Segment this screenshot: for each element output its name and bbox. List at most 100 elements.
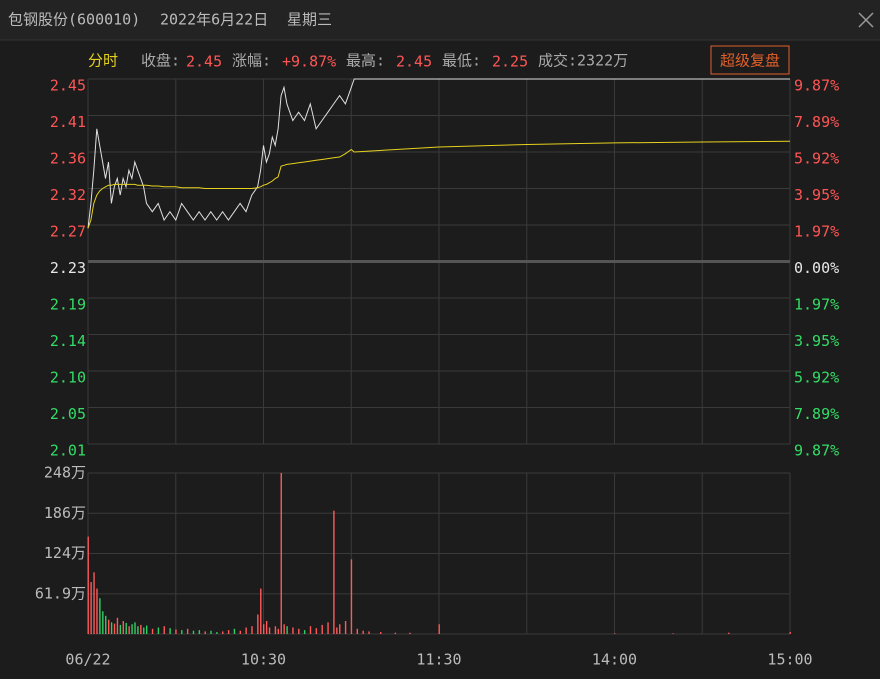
volume-bar: [257, 614, 259, 634]
volume-bar: [122, 621, 124, 634]
y-tick-label: 2.36: [50, 150, 86, 168]
volume-bar: [362, 630, 364, 634]
y2-tick-label: 1.97%: [794, 295, 839, 313]
button-label[interactable]: 超级复盘: [720, 52, 780, 70]
volume-bar: [327, 622, 329, 634]
title-bar: [0, 0, 880, 40]
volume-bar: [137, 626, 139, 634]
y-tick-label: 2.10: [50, 369, 86, 387]
volume-bar: [245, 627, 247, 634]
volume-bar: [614, 633, 616, 634]
y-tick-label: 2.45: [50, 77, 86, 95]
volume-bar: [298, 628, 300, 634]
x-tick-label: 06/22: [65, 651, 110, 669]
volume-bar: [356, 628, 358, 634]
x-tick-label: 11:30: [416, 651, 461, 669]
close-button[interactable]: [858, 12, 874, 28]
y2-tick-label: 3.95%: [794, 186, 839, 204]
volume-bar: [105, 615, 107, 634]
volume-bar: [286, 626, 288, 634]
volume-bar: [292, 627, 294, 634]
info-turnover: 成交:2322万: [538, 52, 628, 70]
volume-bar: [134, 622, 136, 634]
volume-bar: [181, 630, 183, 634]
volume-bar: [239, 630, 241, 634]
volume-bar: [131, 624, 133, 634]
y-tick-label: 2.32: [50, 186, 86, 204]
volume-bar: [265, 621, 268, 634]
y-tick-label: 2.14: [50, 332, 86, 350]
volume-bar: [315, 628, 318, 634]
y2-tick-label: 9.87%: [794, 77, 839, 95]
y-tick-label: 2.23: [50, 259, 86, 277]
volume-bar: [99, 598, 101, 634]
volume-bar: [336, 627, 338, 634]
y2-tick-label: 1.97%: [794, 223, 839, 241]
volume-bar: [128, 626, 130, 634]
volume-bar: [90, 582, 92, 634]
volume-bar: [125, 622, 127, 634]
volume-bar: [119, 624, 122, 634]
volume-bar: [96, 588, 98, 634]
volume-bar: [394, 632, 397, 634]
x-tick-label: 14:00: [592, 651, 637, 669]
volume-bar: [283, 624, 285, 634]
volume-bar: [344, 621, 347, 634]
y2-tick-label: 7.89%: [794, 113, 839, 131]
volume-bar: [198, 630, 201, 634]
info-value: +9.87%: [282, 53, 336, 71]
stock-name: 包钢股份(600010): [8, 11, 140, 29]
y-tick-label: 2.19: [50, 296, 86, 314]
info-label: 最高:: [346, 52, 385, 70]
y-tick-label: 2.27: [50, 223, 86, 241]
y-tick-label: 2.05: [50, 405, 86, 423]
volume-bar: [438, 624, 440, 634]
volume-bar: [102, 611, 104, 634]
volume-bar: [107, 619, 110, 634]
y-tick-label: 2.41: [50, 113, 86, 131]
volume-bar: [204, 631, 206, 634]
volume-bar: [263, 624, 265, 634]
replay-button[interactable]: 超级复盘: [710, 45, 790, 75]
volume-bar: [110, 622, 113, 634]
volume-bar: [233, 628, 236, 634]
info-label: 涨幅:: [232, 52, 271, 70]
volume-bar: [321, 624, 323, 634]
volume-bar: [280, 473, 282, 634]
info-value: 2.45: [186, 53, 222, 71]
y-tick-label: 186万: [44, 504, 86, 522]
y2-tick-label: 5.92%: [794, 368, 839, 386]
volume-bar: [260, 588, 262, 634]
close-icon: [858, 12, 874, 28]
mode-tab[interactable]: 分时: [88, 52, 118, 70]
volume-bar: [789, 632, 791, 634]
volume-bar: [303, 630, 306, 634]
volume-bar: [268, 627, 271, 634]
volume-bar: [175, 629, 177, 634]
volume-bar: [728, 632, 730, 634]
volume-bar: [309, 626, 312, 634]
volume-bar: [222, 631, 224, 634]
date: 2022年6月22日: [160, 11, 268, 29]
volume-bar: [251, 626, 253, 634]
info-value: 2.45: [396, 53, 432, 71]
volume-bar: [169, 628, 171, 634]
weekday: 星期三: [287, 11, 332, 29]
x-tick-label: 10:30: [241, 651, 286, 669]
volume-bar: [368, 631, 370, 634]
volume-bar: [277, 628, 280, 634]
volume-bar: [113, 623, 116, 634]
volume-bar: [672, 633, 674, 634]
volume-bar: [274, 626, 277, 634]
volume-bar: [210, 630, 212, 634]
volume-bar: [186, 628, 189, 634]
info-label: 最低:: [442, 52, 481, 70]
y2-tick-label: 5.92%: [794, 150, 839, 168]
volume-bar: [143, 627, 145, 634]
volume-bar: [380, 632, 382, 634]
price-line: [87, 78, 790, 229]
price-line: [87, 140, 791, 229]
y2-tick-label: 9.87%: [794, 442, 839, 460]
y2-tick-label: 0.00%: [794, 259, 839, 277]
